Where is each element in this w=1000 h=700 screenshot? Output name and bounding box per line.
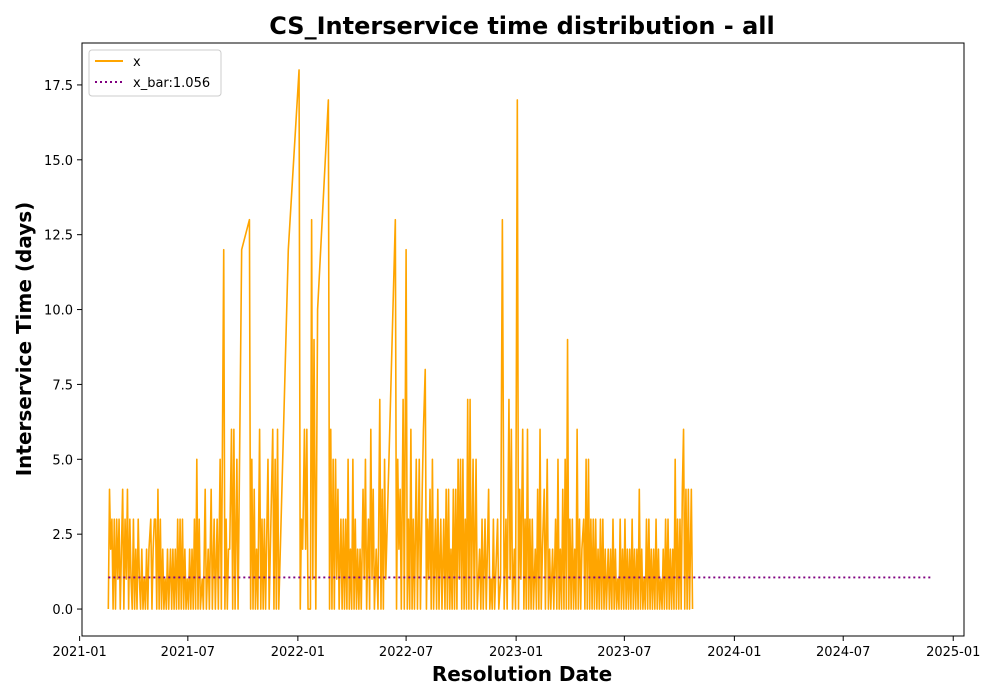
y-tick-label: 0.0 (52, 603, 73, 618)
y-tick-label: 15.0 (44, 154, 73, 169)
legend-label-x: x (133, 55, 141, 70)
y-axis-label: Interservice Time (days) (12, 202, 36, 477)
x-tick-label: 2025-01 (926, 645, 980, 660)
x-tick-label: 2022-01 (271, 645, 325, 660)
y-tick-label: 10.0 (44, 304, 73, 319)
x-tick-label: 2023-07 (597, 645, 651, 660)
x-tick-label: 2024-01 (707, 645, 761, 660)
y-tick-label: 12.5 (44, 229, 73, 244)
x-tick-label: 2024-07 (816, 645, 870, 660)
x-tick-label: 2021-01 (52, 645, 106, 660)
x-tick-label: 2023-01 (489, 645, 543, 660)
x-tick-label: 2021-07 (161, 645, 215, 660)
legend: x x_bar:1.056 (89, 50, 221, 96)
chart-title: CS_Interservice time distribution - all (269, 12, 775, 40)
y-tick-label: 5.0 (52, 453, 73, 468)
y-tick-label: 2.5 (52, 528, 73, 543)
y-tick-label: 17.5 (44, 79, 73, 94)
x-axis-label: Resolution Date (432, 662, 612, 686)
legend-label-x-bar: x_bar:1.056 (133, 76, 210, 91)
y-tick-label: 7.5 (52, 378, 73, 393)
x-tick-label: 2022-07 (379, 645, 433, 660)
